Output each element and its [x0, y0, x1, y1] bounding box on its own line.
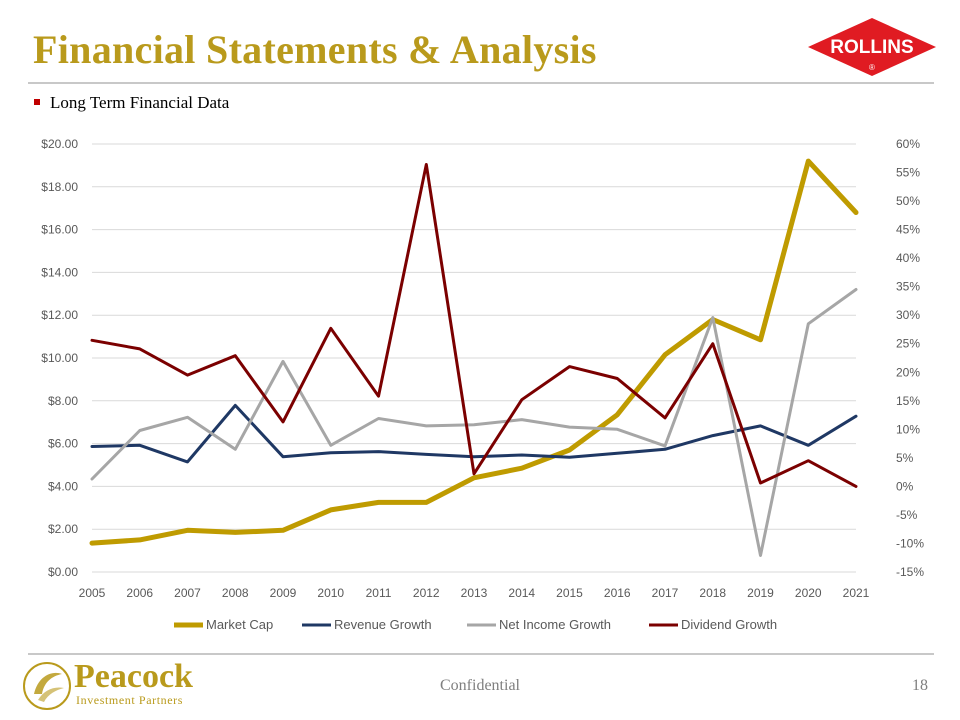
page-number: 18 [912, 677, 928, 694]
x-tick-label: 2018 [699, 586, 726, 600]
x-tick-label: 2005 [79, 586, 106, 600]
right-tick-label: 30% [896, 308, 920, 322]
right-axis-ticks: -15% -10% -5% 0% 5% 10% 15% 20% 25% 30% 35% 40% 45% 5… [896, 137, 924, 579]
series-lines [89, 158, 859, 557]
x-tick-label: 2006 [126, 586, 153, 600]
right-tick-label: 40% [896, 251, 920, 265]
left-tick-label: $20.00 [41, 137, 78, 151]
right-tick-label: 35% [896, 280, 920, 294]
series-line-market-cap [89, 158, 859, 546]
x-tick-label: 2015 [556, 586, 583, 600]
legend: Market Cap Revenue Growth Net Income Growt… [174, 617, 777, 632]
x-tick-label: 2011 [366, 586, 392, 600]
left-tick-label: $0.00 [48, 565, 78, 579]
left-tick-label: $14.00 [41, 265, 78, 279]
x-tick-label: 2014 [508, 586, 535, 600]
left-tick-label: $8.00 [48, 394, 78, 408]
x-tick-label: 2010 [317, 586, 344, 600]
rollins-logo: ROLLINS ® [808, 18, 936, 76]
x-tick-label: 2009 [270, 586, 297, 600]
x-tick-label: 2020 [795, 586, 822, 600]
x-tick-label: 2019 [747, 586, 774, 600]
right-tick-label: 25% [896, 337, 920, 351]
logo-registered-mark: ® [869, 63, 875, 72]
right-tick-label: 15% [896, 394, 920, 408]
series-line-revenue-growth [90, 403, 858, 464]
left-tick-label: $18.00 [41, 180, 78, 194]
confidential-label: Confidential [440, 677, 520, 694]
left-tick-label: $4.00 [48, 479, 78, 493]
right-tick-label: 45% [896, 223, 920, 237]
peacock-logo: Peacock Investment Partners [22, 658, 222, 714]
page-title: Financial Statements & Analysis [33, 27, 597, 72]
footer-divider [28, 653, 934, 655]
line-chart: $0.00 $2.00 $4.00 $6.00 $8.00 $10.00 $12.00 $14… [41, 137, 924, 632]
left-tick-label: $6.00 [48, 437, 78, 451]
x-tick-label: 2008 [222, 586, 249, 600]
right-tick-label: 0% [896, 479, 914, 493]
legend-label: Revenue Growth [334, 617, 432, 632]
legend-label: Net Income Growth [499, 617, 611, 632]
peacock-emblem-icon [23, 662, 71, 710]
bullet-square-icon [34, 99, 40, 106]
peacock-brand-subtitle: Investment Partners [76, 693, 184, 707]
left-axis-ticks: $0.00 $2.00 $4.00 $6.00 $8.00 $10.00 $12.00 $14… [41, 137, 78, 579]
legend-label: Market Cap [206, 617, 273, 632]
right-tick-label: -10% [896, 536, 924, 550]
left-tick-label: $12.00 [41, 308, 78, 322]
peacock-brand-name: Peacock [74, 658, 193, 695]
x-tick-label: 2012 [413, 586, 440, 600]
left-tick-label: $2.00 [48, 522, 78, 536]
x-tick-label: 2017 [652, 586, 679, 600]
gridlines [92, 143, 856, 573]
logo-text: ROLLINS [830, 37, 913, 58]
right-tick-label: 60% [896, 137, 920, 151]
title-divider [28, 82, 934, 84]
x-tick-label: 2016 [604, 586, 631, 600]
right-tick-label: 50% [896, 194, 920, 208]
right-tick-label: 55% [896, 166, 920, 180]
right-tick-label: 20% [896, 365, 920, 379]
series-line-net-income-growth [90, 288, 858, 557]
x-tick-label: 2021 [843, 586, 870, 600]
bullet-item: Long Term Financial Data [34, 93, 229, 113]
legend-label: Dividend Growth [681, 617, 777, 632]
right-tick-label: 5% [896, 451, 914, 465]
x-tick-label: 2013 [461, 586, 488, 600]
left-tick-label: $10.00 [41, 351, 78, 365]
x-tick-label: 2007 [174, 586, 201, 600]
series-line-dividend-growth [90, 163, 858, 488]
right-tick-label: -15% [896, 565, 924, 579]
right-tick-label: 10% [896, 422, 920, 436]
right-tick-label: -5% [896, 508, 918, 522]
bullet-text: Long Term Financial Data [50, 93, 230, 112]
left-tick-label: $16.00 [41, 223, 78, 237]
x-axis-ticks: 2005 2006 2007 2008 2009 2010 2011 2012 2013 2014… [79, 586, 870, 600]
